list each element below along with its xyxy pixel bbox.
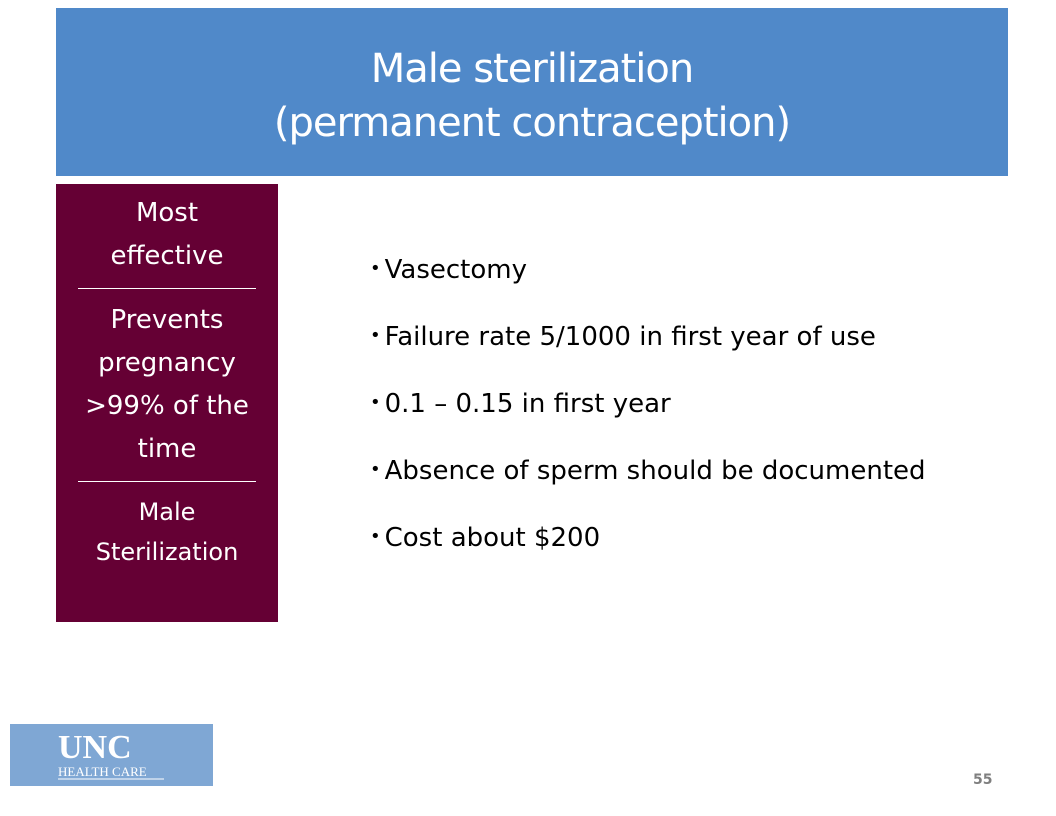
separator [78, 288, 256, 289]
sidebar-item: Prevents pregnancy >99% of the time [85, 305, 249, 464]
bullet-list: Vasectomy Failure rate 5/1000 in first y… [370, 255, 926, 590]
bullet: Absence of sperm should be documented [370, 456, 926, 523]
bullet: 0.1 – 0.15 in first year [370, 389, 926, 456]
bullet: Failure rate 5/1000 in first year of use [370, 322, 926, 389]
title: Male sterilization [370, 46, 695, 92]
page-number: 55 [973, 772, 993, 788]
title: (permanent contraception) [273, 100, 791, 146]
logo-text: UNC [58, 729, 132, 766]
bullet: Vasectomy [370, 255, 926, 322]
logo: UNC HEALTH CARE [10, 724, 213, 786]
sidebar-item: Most effective [110, 198, 224, 271]
header: Male sterilization (permanent contracept… [56, 8, 1008, 176]
sidebar: Most effective Prevents pregnancy >99% o… [56, 184, 278, 622]
sidebar-item: Male Sterilization [95, 498, 239, 566]
separator [78, 481, 256, 482]
bullet: Cost about $200 [370, 523, 926, 590]
logo-text: HEALTH CARE [58, 764, 147, 779]
